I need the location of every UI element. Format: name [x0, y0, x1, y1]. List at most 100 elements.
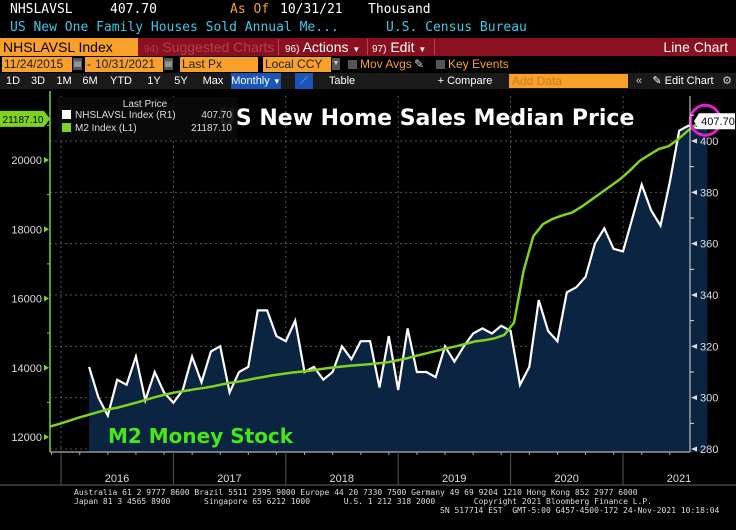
legend-box	[57, 97, 237, 140]
chevron-down-icon: ▼	[272, 77, 281, 86]
nhslavsl-line	[88, 120, 708, 419]
price-field-select[interactable]: Last Px	[180, 57, 258, 72]
right-last-value-tag	[694, 113, 735, 130]
security-input[interactable]: NHSLAVSL Index	[0, 38, 138, 56]
suggested-charts-label: Suggested Charts	[162, 39, 275, 55]
period-button-5y[interactable]: 5Y	[174, 75, 188, 87]
last-value: 407.70	[110, 2, 157, 17]
as-of-date: 10/31/21	[280, 2, 343, 17]
menu-separator	[367, 39, 368, 55]
end-date-field[interactable]: 10/31/2021	[93, 57, 163, 72]
actions-menu[interactable]: 96) Actions ▼	[281, 38, 367, 56]
left-axis-tick-label: 16000	[11, 294, 42, 306]
gear-icon[interactable]: ⚙	[722, 75, 732, 87]
x-axis-tick-label: 2016	[105, 473, 129, 485]
start-date-field[interactable]: 11/24/2015	[2, 57, 72, 72]
footer: Australia 61 2 9777 8600 Brazil 5511 239…	[0, 486, 736, 530]
period-button-ytd[interactable]: YTD	[110, 75, 132, 87]
compare-button[interactable]: + Compare ▼	[434, 73, 496, 102]
line-chart: 12000 14000 16000 18000 20000 280 300 320 340 360…	[0, 91, 736, 486]
chart-type-label: Line Chart	[663, 39, 728, 55]
legend-header: Last Price	[123, 99, 168, 110]
footer-contacts-line2: Japan 81 3 4565 8900 Singapore 65 6212 1…	[74, 497, 652, 506]
left-axis-tick-label: 18000	[11, 224, 42, 236]
key-events-checkbox[interactable]	[436, 60, 445, 69]
edit-label: Edit	[390, 39, 415, 55]
chevron-down-icon[interactable]: ▼	[332, 58, 340, 70]
pencil-icon: ✎	[652, 75, 662, 87]
period-button-1m[interactable]: 1M	[56, 75, 72, 87]
key-events-label[interactable]: Key Events	[448, 57, 509, 71]
left-axis-tick	[44, 157, 49, 163]
left-axis-tick	[44, 295, 49, 302]
frequency-label: Monthly	[231, 75, 270, 87]
suggested-charts-menu[interactable]: 94) Suggested Charts	[140, 38, 275, 56]
right-axis-tick-label: 380	[700, 187, 718, 199]
menu-number: 97)	[372, 44, 387, 55]
period-button-1d[interactable]: 1D	[5, 75, 21, 87]
calendar-icon[interactable]: ▤	[73, 58, 82, 70]
legend-swatch	[62, 123, 71, 132]
period-toolbar: 1D 3D 1M 6M YTD 1Y 5Y Max Monthly ▼ ⟋ Ta…	[0, 73, 736, 102]
data-source: U.S. Census Bureau	[386, 20, 527, 35]
security-description-row: US New One Family Houses Sold Annual Me.…	[0, 19, 736, 37]
menu-separator	[434, 39, 435, 55]
left-axis-tick-label: 12000	[11, 432, 42, 444]
left-axis-tick	[44, 226, 49, 233]
date-separator: -	[85, 57, 93, 72]
left-last-value-tag	[0, 110, 50, 127]
table-button[interactable]: Table	[328, 75, 356, 87]
period-button-1y[interactable]: 1Y	[147, 75, 161, 87]
legend-item-name: M2 Index (L1)	[75, 123, 137, 134]
right-axis-tick	[691, 343, 697, 349]
edit-chart-button[interactable]: ✎ Edit Chart	[650, 73, 716, 89]
units-label: Thousand	[368, 2, 431, 17]
mov-avgs-label[interactable]: Mov Avgs	[360, 57, 412, 71]
menu-number: 94)	[144, 44, 159, 55]
security-description: US New One Family Houses Sold Annual Me.…	[10, 20, 339, 35]
currency-select[interactable]: Local CCY	[263, 57, 331, 72]
calendar-icon[interactable]: ▤	[164, 58, 173, 70]
x-axis-tick-label: 2021	[667, 473, 691, 485]
x-axis-tick-label: 2019	[442, 473, 466, 485]
menu-bar: NHSLAVSL Index 94) Suggested Charts 96) …	[0, 38, 736, 56]
frequency-select[interactable]: Monthly ▼	[231, 73, 281, 89]
collapse-icon[interactable]: «	[635, 75, 643, 87]
security-header: NHSLAVSL 407.70 As Of 10/31/21 Thousand	[0, 0, 736, 19]
as-of-label: As Of	[230, 2, 270, 17]
right-axis-tick	[691, 241, 697, 247]
nhslavsl-area	[89, 121, 708, 452]
period-button-max[interactable]: Max	[202, 75, 224, 87]
period-button-3d[interactable]: 3D	[30, 75, 46, 87]
left-axis-tick-label: 14000	[11, 363, 42, 375]
actions-label: Actions	[302, 39, 349, 55]
line-chart-icon[interactable]: ⟋	[295, 73, 313, 89]
chart-settings-row: 11/24/2015 ▤ - 10/31/2021 ▤ Last Px Loca…	[0, 57, 736, 73]
mov-avgs-checkbox[interactable]	[348, 60, 357, 69]
right-axis-tick	[691, 446, 697, 452]
chart-title-annotation: US New Home Sales Median Price	[218, 106, 634, 131]
period-button-6m[interactable]: 6M	[82, 75, 98, 87]
right-axis-tick	[691, 395, 697, 401]
m2-line	[49, 117, 708, 428]
right-axis-tick	[691, 292, 697, 298]
right-last-value-text: 407.70	[701, 116, 735, 128]
right-axis-tick-label: 340	[700, 290, 718, 302]
nhslavsl-area-fill	[89, 121, 708, 452]
legend-swatch	[62, 110, 71, 119]
edit-chart-label: Edit Chart	[664, 75, 714, 87]
right-axis-tick	[691, 189, 697, 195]
edit-menu[interactable]: 97) Edit ▼	[368, 38, 434, 56]
right-axis-tick-label: 400	[700, 136, 718, 148]
x-axis-tick-label: 2020	[554, 473, 578, 485]
right-axis-tick	[691, 138, 697, 144]
right-axis-tick-label: 280	[700, 444, 718, 456]
pencil-icon[interactable]: ✎	[414, 57, 425, 71]
add-data-input[interactable]: Add Data	[509, 74, 628, 88]
legend-item-value: 21187.10	[191, 123, 232, 134]
right-axis-tick-label: 360	[700, 239, 718, 251]
menu-number: 96)	[285, 44, 300, 55]
right-axis-tick-label: 300	[700, 393, 718, 405]
right-axis-tick-label: 320	[700, 341, 718, 353]
m2-money-stock-annotation: M2 Money Stock	[108, 424, 294, 448]
